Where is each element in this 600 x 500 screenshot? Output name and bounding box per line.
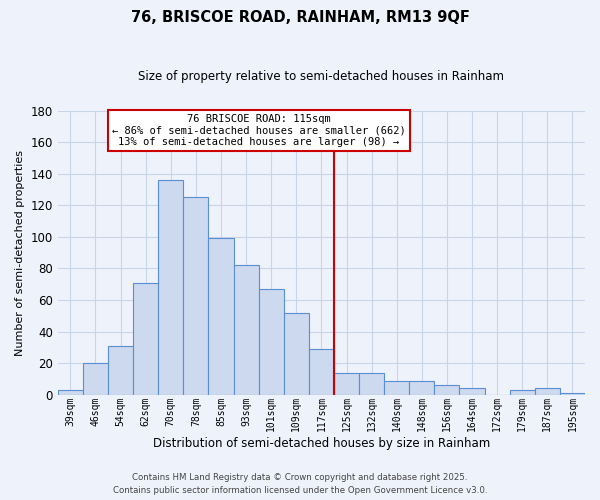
Text: 76, BRISCOE ROAD, RAINHAM, RM13 9QF: 76, BRISCOE ROAD, RAINHAM, RM13 9QF: [131, 10, 469, 25]
Bar: [184, 198, 208, 395]
Bar: [334, 372, 359, 395]
Bar: [133, 282, 158, 395]
Title: Size of property relative to semi-detached houses in Rainham: Size of property relative to semi-detach…: [139, 70, 505, 83]
Text: 76 BRISCOE ROAD: 115sqm
← 86% of semi-detached houses are smaller (662)
13% of s: 76 BRISCOE ROAD: 115sqm ← 86% of semi-de…: [112, 114, 406, 147]
Bar: [359, 372, 384, 395]
Bar: [108, 346, 133, 395]
Text: Contains HM Land Registry data © Crown copyright and database right 2025.
Contai: Contains HM Land Registry data © Crown c…: [113, 474, 487, 495]
Bar: [509, 390, 535, 395]
Bar: [158, 180, 184, 395]
Bar: [233, 266, 259, 395]
Bar: [535, 388, 560, 395]
Bar: [409, 380, 434, 395]
Bar: [284, 312, 309, 395]
Bar: [309, 349, 334, 395]
Bar: [460, 388, 485, 395]
Bar: [384, 380, 409, 395]
Bar: [208, 238, 233, 395]
Y-axis label: Number of semi-detached properties: Number of semi-detached properties: [15, 150, 25, 356]
Bar: [560, 393, 585, 395]
Bar: [259, 289, 284, 395]
Bar: [58, 390, 83, 395]
Bar: [434, 386, 460, 395]
Bar: [83, 363, 108, 395]
X-axis label: Distribution of semi-detached houses by size in Rainham: Distribution of semi-detached houses by …: [153, 437, 490, 450]
